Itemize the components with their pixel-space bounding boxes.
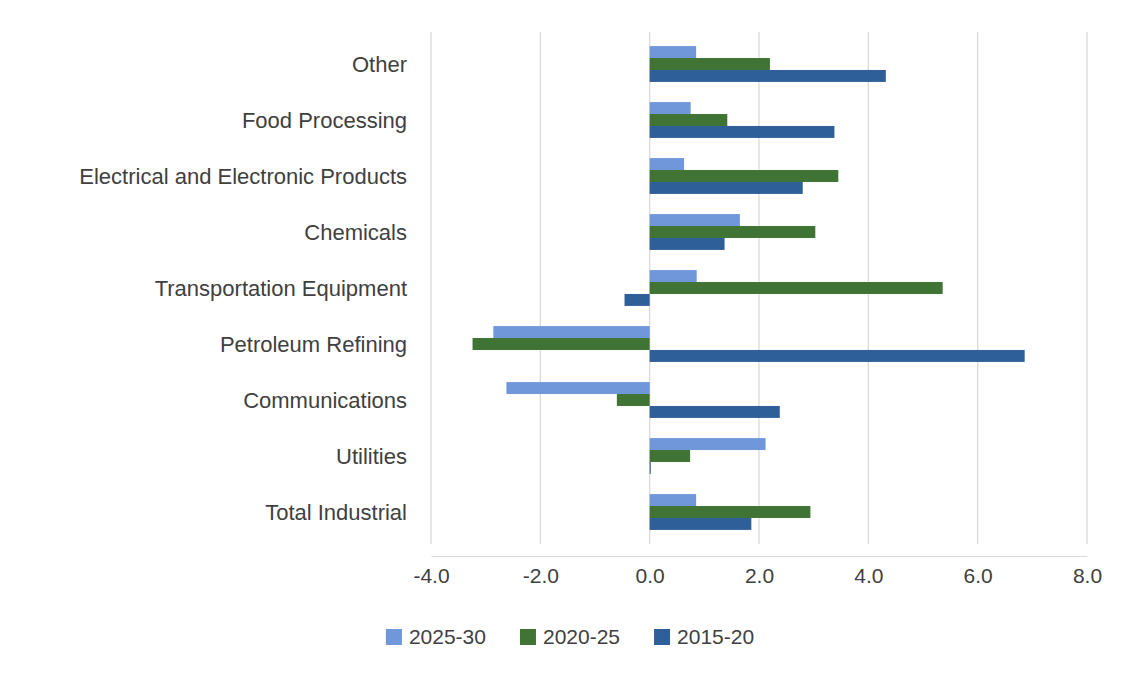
category-label: Chemicals — [304, 220, 407, 245]
legend-swatch — [520, 629, 536, 645]
bar — [617, 394, 650, 406]
bar — [650, 170, 839, 182]
bar — [650, 506, 811, 518]
tick-label: 4.0 — [854, 564, 883, 587]
grid-line — [540, 32, 541, 544]
bar — [650, 438, 766, 450]
tick: 6.0 — [964, 556, 993, 587]
bar — [650, 214, 740, 226]
tick-label: -4.0 — [413, 564, 449, 587]
legend-item: 2025-30 — [386, 625, 486, 648]
legend: 2025-30 2020-25 2015-20 — [386, 625, 754, 648]
bar — [650, 238, 725, 250]
tick: -4.0 — [413, 556, 449, 587]
bar — [650, 518, 752, 530]
bar — [650, 70, 886, 82]
tick-label: 0.0 — [636, 564, 665, 587]
category-label: Petroleum Refining — [220, 332, 407, 357]
legend-label: 2020-25 — [543, 625, 620, 648]
legend-swatch — [654, 629, 670, 645]
bar — [650, 494, 696, 506]
bar — [650, 226, 816, 238]
bar — [625, 294, 650, 306]
grid-line — [1086, 32, 1087, 544]
bar — [650, 350, 1025, 362]
bar — [473, 338, 650, 350]
tick-label: -2.0 — [523, 564, 559, 587]
y-axis: Other Food Processing Electrical and Elect… — [79, 52, 407, 525]
tick: 8.0 — [1073, 556, 1102, 587]
category-label: Other — [352, 52, 407, 77]
axis-line — [432, 556, 1088, 557]
category-label: Total Industrial — [265, 500, 407, 525]
legend-swatch — [386, 629, 402, 645]
bar — [650, 114, 728, 126]
category-label: Communications — [243, 388, 407, 413]
chart: -4.0 -2.0 0.0 2.0 4.0 6.0 8.0 Other Food Process… — [0, 0, 1140, 685]
bar — [493, 326, 649, 338]
category-label: Food Processing — [242, 108, 407, 133]
grid-line — [977, 32, 978, 544]
legend-item: 2020-25 — [520, 625, 620, 648]
tick-label: 8.0 — [1073, 564, 1102, 587]
tick-label: 6.0 — [964, 564, 993, 587]
grid-line — [430, 32, 431, 544]
bar — [650, 282, 943, 294]
category-label: Utilities — [336, 444, 407, 469]
bar — [650, 462, 651, 474]
bar — [650, 406, 780, 418]
bar — [650, 158, 684, 170]
bar — [650, 102, 691, 114]
bar — [650, 46, 696, 58]
series — [473, 58, 943, 518]
legend-label: 2015-20 — [677, 625, 754, 648]
category-label: Electrical and Electronic Products — [79, 164, 407, 189]
bars — [473, 46, 1025, 530]
bar — [650, 270, 697, 282]
category-label: Transportation Equipment — [155, 276, 407, 301]
tick: 2.0 — [745, 556, 774, 587]
series — [625, 70, 1025, 530]
legend-label: 2025-30 — [409, 625, 486, 648]
bar — [650, 450, 690, 462]
series — [493, 46, 765, 506]
tick: 4.0 — [854, 556, 883, 587]
bar — [650, 126, 835, 138]
tick-label: 2.0 — [745, 564, 774, 587]
bar — [506, 382, 649, 394]
tick: 0.0 — [636, 556, 665, 587]
legend-item: 2015-20 — [654, 625, 754, 648]
bar — [650, 58, 770, 70]
grid — [431, 32, 1087, 544]
x-axis: -4.0 -2.0 0.0 2.0 4.0 6.0 8.0 — [413, 556, 1102, 587]
tick: -2.0 — [523, 556, 559, 587]
bar — [650, 182, 803, 194]
